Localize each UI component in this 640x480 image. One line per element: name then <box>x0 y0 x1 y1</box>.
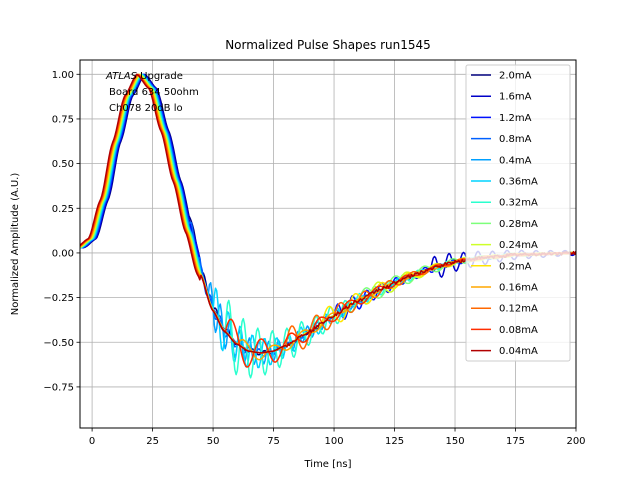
annotation-upgrade: Upgrade <box>137 71 183 82</box>
y-tick-label: −0.75 <box>43 382 74 393</box>
y-tick-label: −0.50 <box>43 338 74 349</box>
x-tick-label: 150 <box>445 436 464 447</box>
legend-label: 0.36mA <box>499 177 538 188</box>
y-tick-label: 0.50 <box>52 159 74 170</box>
y-tick-label: 0.25 <box>52 204 74 215</box>
x-tick-label: 100 <box>325 436 344 447</box>
legend-label: 0.16mA <box>499 283 538 294</box>
legend-label: 0.24mA <box>499 240 538 251</box>
legend-box <box>465 64 571 362</box>
y-tick-label: 1.00 <box>52 70 74 81</box>
y-tick-label: 0.00 <box>52 248 74 259</box>
x-tick-label: 0 <box>89 436 95 447</box>
legend-label: 0.2mA <box>499 261 532 272</box>
x-tick-label: 25 <box>146 436 159 447</box>
legend-label: 0.08mA <box>499 325 538 336</box>
chart-title: Normalized Pulse Shapes run1545 <box>225 38 431 52</box>
y-tick-label: 0.75 <box>52 114 74 125</box>
legend: 2.0mA 1.6mA 1.2mA 0.8mA 0.4mA 0.36mA 0.32mA 0.2… <box>465 64 571 362</box>
x-tick-label: 75 <box>267 436 280 447</box>
legend-label: 0.8mA <box>499 134 532 145</box>
annotation-line-1: ATLAS Upgrade <box>105 71 183 82</box>
annotation-line-3: Ch078 20dB lo <box>109 103 183 114</box>
legend-label: 1.6mA <box>499 92 532 103</box>
legend-label: 1.2mA <box>499 113 532 124</box>
y-axis-label: Normalized Amplitude (A.U.) <box>10 173 21 316</box>
legend-label: 0.12mA <box>499 304 538 315</box>
x-tick-label: 50 <box>207 436 220 447</box>
annotation-atlas: ATLAS <box>105 71 138 82</box>
legend-label: 0.28mA <box>499 219 538 230</box>
legend-label: 0.32mA <box>499 198 538 209</box>
legend-label: 0.4mA <box>499 155 532 166</box>
legend-label: 2.0mA <box>499 71 532 82</box>
plot-frame <box>79 59 577 429</box>
atlas-annotation: ATLAS Upgrade Board 634 50ohm Ch078 20dB… <box>105 71 199 114</box>
x-tick-label: 125 <box>385 436 404 447</box>
annotation-line-2: Board 634 50ohm <box>109 87 199 98</box>
y-axis-ticks: 1.00 0.75 0.50 0.25 0.00 −0.25 −0.50 −0.75 <box>43 70 80 393</box>
y-tick-label: −0.25 <box>43 293 74 304</box>
x-tick-label: 175 <box>506 436 525 447</box>
x-axis-label: Time [ns] <box>303 459 351 470</box>
x-axis-ticks: 0 25 50 75 100 125 150 175 200 <box>89 428 586 447</box>
x-tick-label: 200 <box>566 436 585 447</box>
legend-label: 0.04mA <box>499 346 538 357</box>
